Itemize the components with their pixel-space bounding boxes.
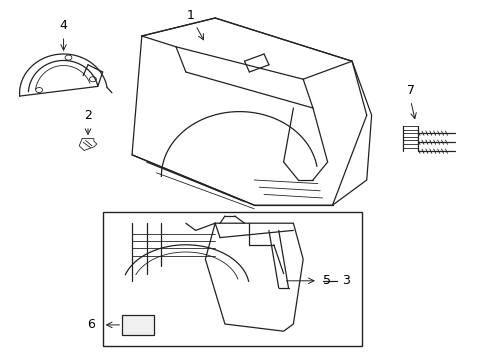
Bar — [122, 315, 154, 335]
Text: 3: 3 — [342, 274, 349, 287]
Text: 1: 1 — [186, 9, 194, 22]
Text: 2: 2 — [84, 109, 92, 122]
Bar — [102, 212, 361, 346]
Text: 4: 4 — [60, 19, 67, 32]
Text: 5: 5 — [322, 274, 330, 287]
Text: 7: 7 — [406, 84, 414, 97]
Text: 6: 6 — [87, 318, 95, 332]
